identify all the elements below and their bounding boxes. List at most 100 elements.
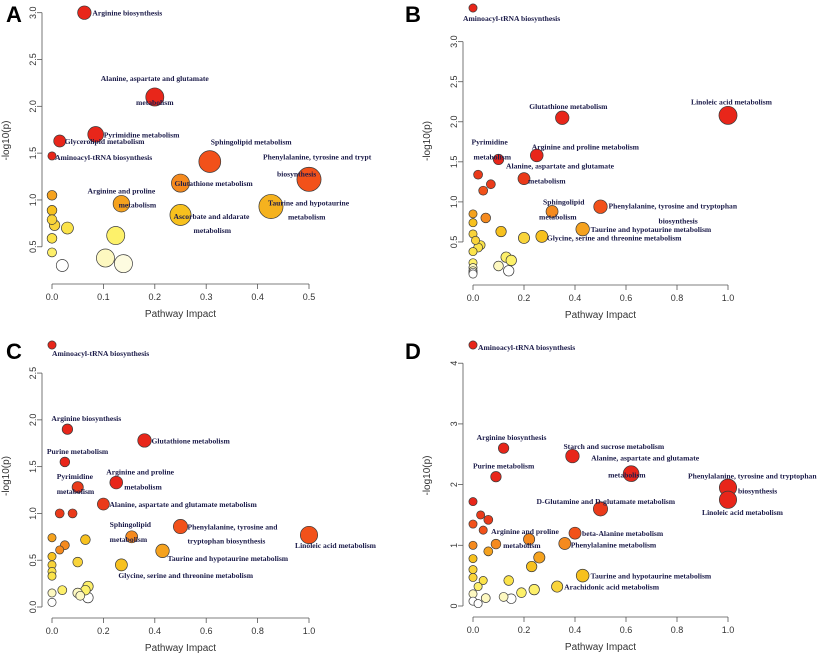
data-point <box>718 105 738 125</box>
data-point <box>137 433 152 448</box>
data-point <box>258 194 284 219</box>
y-axis-title: -log10(p) <box>422 121 433 161</box>
data-point <box>468 340 478 350</box>
data-point <box>486 179 496 190</box>
data-point <box>473 169 483 180</box>
y-axis-title: -log10(p) <box>1 456 12 496</box>
y-tick-label: 0.5 <box>28 241 38 254</box>
point-label-sphingolipid-metabolism: Sphingolipid metabolism <box>110 520 152 544</box>
data-point <box>46 190 58 201</box>
data-point <box>476 510 486 520</box>
data-point <box>198 150 222 173</box>
point-label-d-glutamine-and-d-glutamate-metabolism: D-Glutamine and D-glutamate metabolism <box>537 497 676 506</box>
data-point <box>59 456 71 468</box>
data-point <box>61 423 74 435</box>
point-label-pyrimidine-metabolism: Pyrimidine metabolism <box>104 130 180 139</box>
data-point <box>530 148 544 163</box>
point-label-glycine-serine-and-threonine-metabolism: Glycine, serine and threonine metabolism <box>547 233 682 242</box>
point-label-linoleic-acid-metabolism: Linoleic acid metabolism <box>691 97 773 106</box>
x-tick-label: 0.4 <box>251 292 264 302</box>
point-label-phenylalanine-tyrosine-and-tryptophan-biosynthesis: Phenylalanine, tyrosine and tryptophan bi… <box>188 523 279 546</box>
y-tick-label: 0.5 <box>28 554 38 567</box>
point-label-glutathione-metabolism: Glutathione metabolism <box>175 179 254 188</box>
y-tick-label: 2.5 <box>449 75 459 88</box>
data-point <box>299 525 319 544</box>
y-tick-label: 1.5 <box>28 460 38 473</box>
data-point <box>47 340 57 350</box>
y-tick-label: 2.5 <box>28 53 38 66</box>
point-label-sphingolipid-metabolism: Sphingolipid metabolism <box>539 198 585 222</box>
data-point <box>468 497 478 507</box>
data-point <box>505 254 517 266</box>
y-tick-label: 0.0 <box>28 601 38 614</box>
data-point <box>145 87 165 107</box>
point-label-linoleic-acid-metabolism: Linoleic acid metabolism <box>295 541 377 550</box>
data-point <box>718 490 738 509</box>
y-tick-label: 1.5 <box>449 156 459 169</box>
y-axis-title: -log10(p) <box>1 120 12 160</box>
y-tick-label: 3.0 <box>28 6 38 19</box>
data-point <box>480 593 491 603</box>
x-tick-label: 1.0 <box>722 293 735 303</box>
data-point <box>468 247 478 257</box>
data-point <box>47 588 57 598</box>
data-point <box>47 571 57 581</box>
panel-label: B <box>405 2 421 27</box>
x-tick-label: 0.6 <box>620 293 633 303</box>
data-point <box>46 205 58 216</box>
data-point <box>125 530 139 544</box>
data-point <box>61 221 74 235</box>
data-point <box>593 199 608 214</box>
data-point <box>478 576 488 585</box>
y-tick-label: 2.0 <box>28 100 38 113</box>
x-tick-label: 0.2 <box>149 292 162 302</box>
y-tick-label: 2.5 <box>28 367 38 380</box>
data-point <box>528 584 540 596</box>
data-point <box>503 265 515 277</box>
x-tick-label: 0.0 <box>46 626 59 636</box>
data-point <box>468 218 478 228</box>
x-tick-label: 1.0 <box>722 625 735 635</box>
point-label-glycine-serine-and-threonine-metabolism: Glycine, serine and threonine metabolism <box>118 571 253 580</box>
point-label-pyrimidine-metabolism: Pyrimidine metabolism <box>472 137 512 161</box>
point-label-arginine-biosynthesis: Arginine biosynthesis <box>92 9 162 18</box>
data-point <box>493 260 504 272</box>
data-point <box>155 543 170 558</box>
data-point <box>490 538 502 550</box>
data-point <box>492 153 505 166</box>
point-label-arachidonic-acid-metabolism: Arachidonic acid metabolism <box>564 583 660 592</box>
data-point <box>47 151 57 161</box>
data-point <box>173 519 188 535</box>
point-label-phenylalanine-tyrosine-and-tryptophan-biosynthesis: Phenylalanine, tyrosine and trypt biosynt… <box>263 152 372 178</box>
data-point <box>171 173 190 193</box>
data-point <box>71 481 84 494</box>
data-point <box>517 172 531 186</box>
data-point <box>87 126 104 143</box>
point-label-aminoacyl-trna-biosynthesis: Aminoacyl-tRNA biosynthesis <box>478 343 575 352</box>
point-label-arginine-and-proline-metabolism: Arginine and proline metabolism <box>87 187 156 210</box>
y-tick-label: 2.0 <box>28 414 38 427</box>
y-tick-label: 1.0 <box>28 507 38 520</box>
x-tick-label: 0.0 <box>467 293 480 303</box>
data-point <box>109 475 123 490</box>
data-point <box>468 269 478 279</box>
y-tick-label: 2.0 <box>449 116 459 129</box>
data-point <box>55 259 69 272</box>
data-point <box>568 526 582 540</box>
x-tick-label: 0.2 <box>518 625 531 635</box>
panel-label: C <box>6 339 22 364</box>
data-point <box>473 599 483 609</box>
data-point <box>516 587 527 598</box>
point-label-taurine-and-hypotaurine-metabolism: Taurine and hypotaurine metabolism <box>168 554 289 563</box>
point-label-ascorbate-and-aldarate-metabolism: Ascorbate and aldarate metabolism <box>174 212 251 235</box>
data-point <box>558 537 572 550</box>
data-point <box>468 3 478 13</box>
data-point <box>498 592 509 602</box>
data-point <box>468 540 478 550</box>
point-label-taurine-and-hypotaurine-metabolism: Taurine and hypotaurine metabolism <box>591 572 712 581</box>
data-point <box>57 585 68 595</box>
data-point <box>112 195 131 213</box>
data-point <box>96 248 115 268</box>
data-point <box>551 580 564 593</box>
point-label-arginine-and-proline-metabolism: Arginine and proline metabolism <box>532 142 640 151</box>
